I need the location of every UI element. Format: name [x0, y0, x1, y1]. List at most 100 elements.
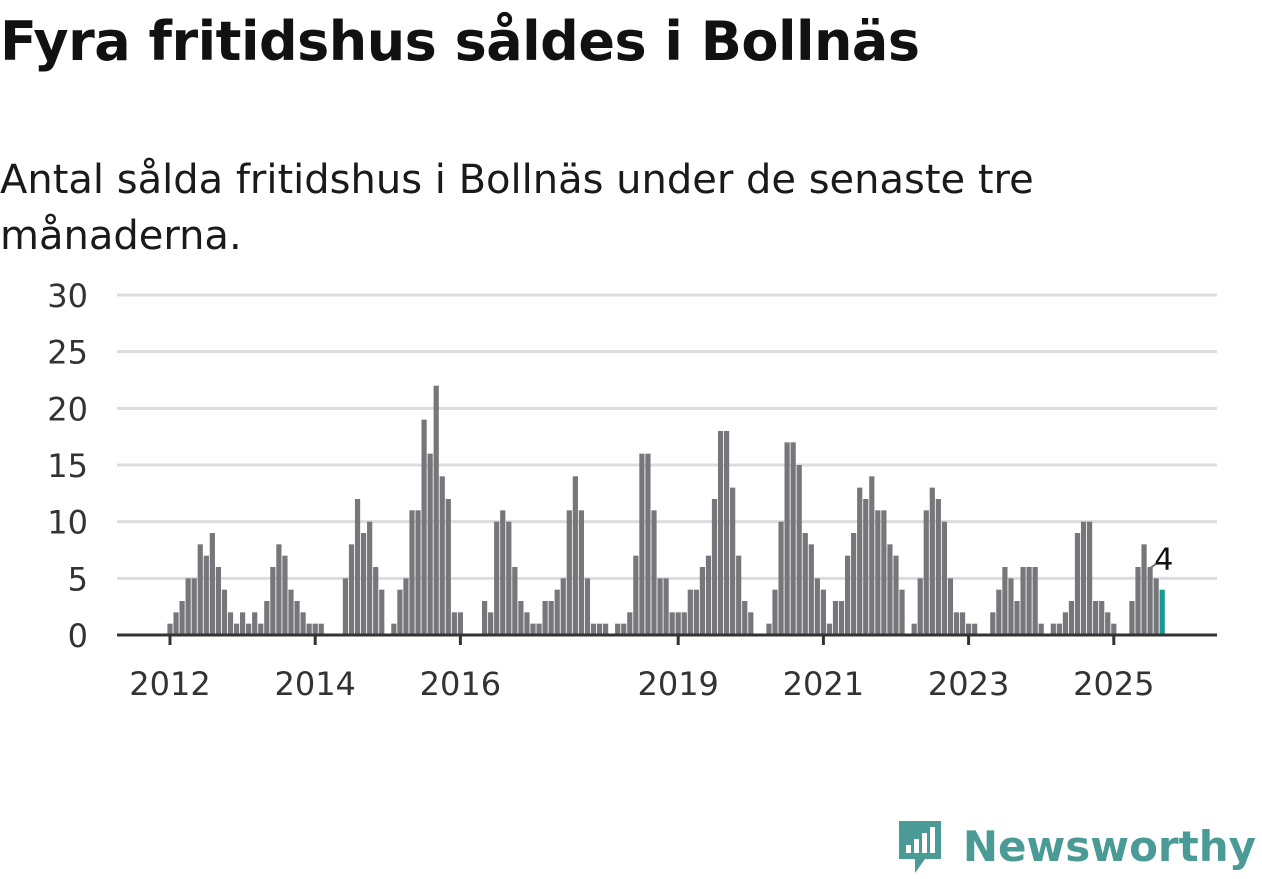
bar [209, 533, 215, 635]
bar [191, 578, 197, 635]
x-tick-label: 2019 [637, 665, 718, 703]
y-axis-labels: 0 5 10 15 20 25 30 [47, 277, 88, 655]
bar [717, 431, 724, 635]
bar [663, 578, 669, 635]
bar [306, 623, 312, 635]
bar [1141, 544, 1147, 635]
x-tick-label: 2025 [1073, 665, 1154, 703]
bar [881, 510, 887, 635]
bar [1068, 601, 1075, 635]
bar [300, 612, 306, 635]
bar [627, 612, 633, 635]
bar [1056, 623, 1062, 635]
bar [512, 567, 518, 635]
bar [439, 476, 445, 635]
bar [935, 499, 941, 635]
bar [621, 623, 627, 635]
gridlines [117, 293, 1217, 580]
bar [542, 601, 548, 635]
bar [724, 431, 730, 635]
bar [820, 589, 826, 635]
chart-title: Fyra fritidshus såldes i Bollnäs [0, 10, 920, 73]
bar [742, 601, 748, 635]
bar [603, 623, 609, 635]
bar [1020, 567, 1026, 635]
bar [645, 453, 651, 635]
bar [778, 521, 784, 635]
bar [845, 555, 851, 635]
bar [990, 612, 996, 635]
bar [445, 499, 451, 635]
bar [796, 465, 802, 635]
bar [596, 623, 603, 635]
bar [953, 612, 960, 635]
bar [1135, 567, 1141, 635]
bar [851, 533, 857, 635]
bar [699, 567, 705, 635]
bar [1002, 567, 1008, 635]
bar [1129, 601, 1135, 635]
bar [518, 601, 524, 635]
bar [185, 578, 191, 635]
bar [415, 510, 421, 635]
bar [917, 578, 923, 635]
bar [409, 510, 415, 635]
bar [203, 555, 209, 635]
bar [590, 623, 597, 635]
bar [693, 589, 699, 635]
bar [1008, 578, 1014, 635]
bar [451, 612, 457, 635]
newsworthy-logo-icon [898, 821, 941, 873]
bar [536, 623, 542, 635]
bar [282, 555, 288, 635]
bar [348, 544, 355, 635]
bar [167, 623, 173, 635]
bar [427, 453, 433, 635]
y-tick-label: 5 [68, 560, 88, 598]
bar [270, 567, 276, 635]
bar [312, 623, 318, 635]
bar [923, 510, 929, 635]
bar [1099, 601, 1105, 635]
bar [899, 589, 905, 635]
bar [1038, 623, 1044, 635]
bar [887, 544, 893, 635]
bar [1074, 533, 1081, 635]
bar [966, 623, 972, 635]
bar [808, 544, 814, 635]
bar [530, 623, 536, 635]
bar [1062, 612, 1068, 635]
bar [221, 589, 228, 635]
bar [947, 578, 954, 635]
bar [972, 623, 978, 635]
bar [354, 499, 361, 635]
y-tick-label: 10 [47, 504, 88, 542]
bar [766, 623, 772, 635]
y-tick-label: 0 [68, 617, 88, 655]
x-tick-label: 2023 [928, 665, 1009, 703]
bar [857, 487, 863, 635]
bar [1026, 567, 1032, 635]
x-tick-label: 2021 [783, 665, 864, 703]
bar [572, 476, 578, 635]
bar [748, 612, 754, 635]
bar [179, 601, 185, 635]
bar [705, 555, 712, 635]
chart-subtitle: Antal sålda fritidshus i Bollnäs under d… [0, 157, 1034, 259]
bar [488, 612, 494, 635]
bar [633, 555, 639, 635]
bar [252, 612, 258, 635]
last-value-callout: 4 [1147, 543, 1173, 578]
bar [929, 487, 935, 635]
bar [1111, 623, 1117, 635]
bar [288, 589, 294, 635]
bar [893, 555, 899, 635]
bar [566, 510, 572, 635]
bars [167, 385, 1165, 635]
bar [772, 589, 778, 635]
y-tick-label: 15 [47, 447, 88, 485]
bar [711, 499, 718, 635]
bar [826, 623, 833, 635]
newsworthy-logo-text: Newsworthy [962, 821, 1256, 871]
